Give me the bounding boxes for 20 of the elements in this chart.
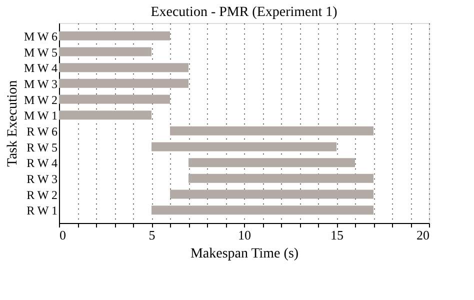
y-axis-title: Task Execution [6, 80, 21, 167]
x-tick-label: 15 [330, 228, 344, 242]
x-tick-label: 10 [238, 228, 251, 242]
x-tick-label: 0 [60, 228, 66, 242]
y-tick-label: R W 4 [26, 156, 58, 170]
x-axis-title: Makespan Time (s) [190, 246, 299, 262]
y-tick-label: M W 3 [24, 76, 58, 91]
y-tick-label: M W 5 [24, 45, 58, 60]
y-tick-label: M W 6 [24, 29, 58, 44]
y-tick-label: R W 6 [26, 124, 58, 138]
y-tick-label: R W 3 [26, 172, 58, 186]
y-tick-label: M W 1 [24, 108, 58, 123]
y-tick-label: R W 1 [26, 204, 58, 218]
y-tick-label: M W 2 [24, 92, 58, 107]
x-tick-label: 5 [148, 228, 156, 242]
chart-title: Execution - PMR (Experiment 1) [150, 5, 338, 20]
y-tick-label: R W 5 [26, 140, 58, 154]
y-tick-label: R W 2 [26, 188, 58, 202]
y-tick-label: M W 4 [24, 61, 58, 76]
x-tick-label: 20 [416, 228, 430, 242]
